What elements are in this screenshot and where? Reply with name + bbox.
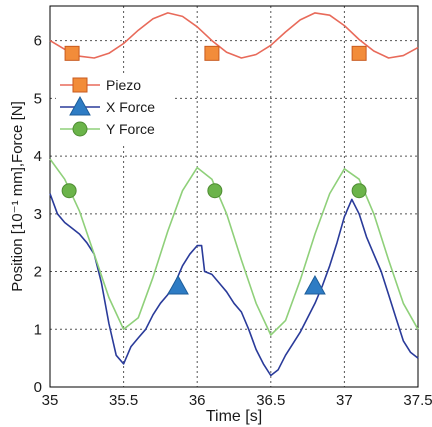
y-tick-label: 5 (34, 90, 42, 107)
legend-label: Y Force (106, 121, 155, 137)
x-tick-label: 37.5 (403, 392, 432, 409)
x-tick-label: 36 (189, 392, 206, 409)
piezo-marker (204, 45, 220, 61)
y-tick-label: 0 (34, 379, 42, 396)
y-tick-label: 4 (34, 148, 42, 165)
x-tick-label: 35 (42, 392, 59, 409)
series-layer (49, 12, 419, 377)
y-force-marker (207, 183, 223, 199)
piezo-marker (351, 45, 367, 61)
legend-marker (72, 121, 88, 137)
x-tick-label: 37 (336, 392, 353, 409)
legend-label: X Force (106, 99, 155, 115)
plot-frame (49, 5, 419, 388)
y-axis-label: Position [10⁻¹ mm],Force [N] (9, 101, 26, 291)
tick-labels: 35 35.5 36 36.5 37 37.5 0 1 2 3 4 5 6 (34, 33, 432, 409)
y-force-marker (61, 183, 77, 199)
legend-marker (72, 77, 88, 93)
legend-label: Piezo (106, 77, 141, 93)
y-tick-label: 1 (34, 321, 42, 338)
x-tick-label: 36.5 (256, 392, 285, 409)
piezo-marker (64, 45, 80, 61)
x-force-line (49, 193, 419, 377)
legend: Piezo X Force Y Force (56, 73, 174, 143)
x-force-marker (167, 274, 189, 295)
x-axis-label: Time [s] (206, 408, 262, 425)
x-force-marker (304, 274, 326, 295)
x-tick-label: 35.5 (109, 392, 138, 409)
legend-marker (69, 95, 91, 116)
piezo-line (49, 12, 419, 59)
y-tick-label: 6 (34, 33, 42, 50)
y-tick-label: 2 (34, 264, 42, 281)
y-tick-label: 3 (34, 206, 42, 223)
y-force-marker (351, 183, 367, 199)
y-force-line (49, 158, 419, 336)
